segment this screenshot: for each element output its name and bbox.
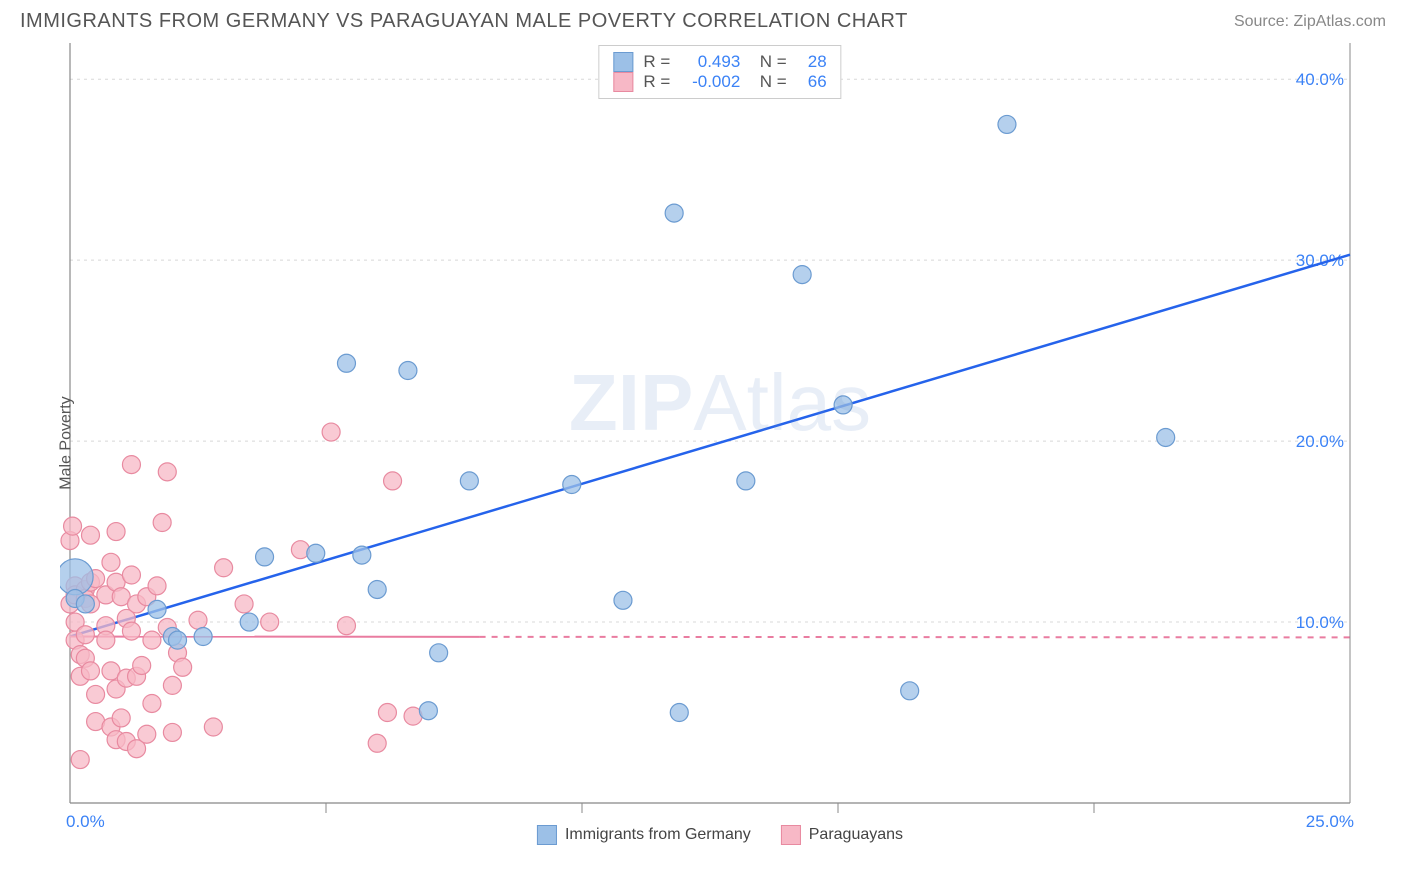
svg-text:40.0%: 40.0% xyxy=(1296,70,1344,89)
x-legend-item: Paraguayans xyxy=(781,825,903,845)
stats-legend-row: R = 0.493 N = 28 xyxy=(613,52,826,72)
r-label: R = xyxy=(643,72,670,92)
stats-legend: R = 0.493 N = 28 R = -0.002 N = 66 xyxy=(598,45,841,99)
chart-source: Source: ZipAtlas.com xyxy=(1234,13,1386,31)
legend-label: Paraguayans xyxy=(809,826,903,843)
n-value: 28 xyxy=(797,52,827,72)
n-value: 66 xyxy=(797,72,827,92)
x-legend-item: Immigrants from Germany xyxy=(537,825,751,845)
y-axis-label: Male Poverty xyxy=(58,396,76,489)
scatter-plot: 10.0% 20.0% 30.0% 40.0% 0.0% 25.0% xyxy=(60,43,1380,843)
svg-text:20.0%: 20.0% xyxy=(1296,432,1344,451)
svg-text:0.0%: 0.0% xyxy=(66,812,105,831)
stats-legend-row: R = -0.002 N = 66 xyxy=(613,72,826,92)
svg-text:25.0%: 25.0% xyxy=(1306,812,1354,831)
svg-text:10.0%: 10.0% xyxy=(1296,613,1344,632)
svg-text:30.0%: 30.0% xyxy=(1296,251,1344,270)
n-label: N = xyxy=(750,72,786,92)
chart-header: IMMIGRANTS FROM GERMANY VS PARAGUAYAN MA… xyxy=(0,0,1406,33)
x-axis-legend: Immigrants from Germany Paraguayans xyxy=(537,825,903,845)
legend-swatch xyxy=(613,52,633,72)
legend-swatch xyxy=(537,825,557,845)
r-value: 0.493 xyxy=(680,52,740,72)
n-label: N = xyxy=(750,52,786,72)
legend-label: Immigrants from Germany xyxy=(565,826,751,843)
legend-swatch xyxy=(781,825,801,845)
legend-swatch xyxy=(613,72,633,92)
r-label: R = xyxy=(643,52,670,72)
chart-title: IMMIGRANTS FROM GERMANY VS PARAGUAYAN MA… xyxy=(20,10,908,33)
r-value: -0.002 xyxy=(680,72,740,92)
chart-area: Male Poverty ZIPAtlas 10.0%20.0%30.0%40.… xyxy=(60,43,1380,843)
